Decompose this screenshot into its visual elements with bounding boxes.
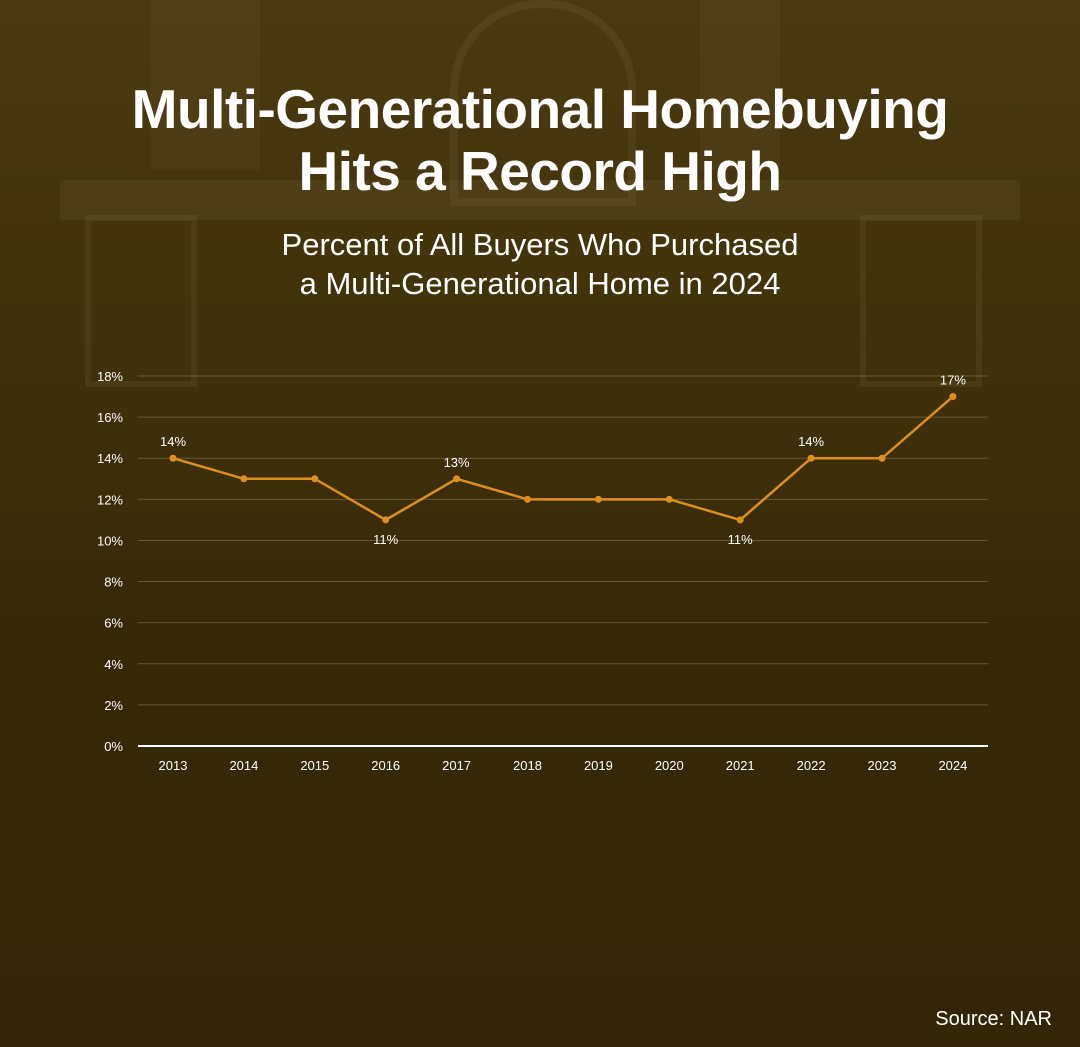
chart-subtitle: Percent of All Buyers Who Purchased a Mu… xyxy=(40,225,1040,303)
data-label: 13% xyxy=(444,455,470,470)
data-point xyxy=(524,495,531,503)
page-title: Multi-Generational Homebuying Hits a Rec… xyxy=(40,78,1040,202)
series-line xyxy=(172,395,954,522)
x-tick-label: 2017 xyxy=(442,758,471,773)
y-tick-label: 18% xyxy=(97,369,123,384)
data-point xyxy=(878,454,886,462)
x-tick-label: 2023 xyxy=(868,758,897,773)
y-tick-label: 0% xyxy=(104,739,123,754)
y-tick-label: 2% xyxy=(104,698,123,713)
y-tick-label: 4% xyxy=(104,657,123,672)
source-note: Source: NAR xyxy=(935,1008,1052,1030)
x-tick-label: 2021 xyxy=(726,758,755,773)
data-point xyxy=(453,475,461,483)
title-line-2: Hits a Record High xyxy=(298,140,782,202)
data-point xyxy=(807,454,815,462)
x-tick-label: 2020 xyxy=(655,758,684,773)
y-tick-label: 6% xyxy=(104,616,123,631)
x-tick-label: 2024 xyxy=(938,758,967,773)
data-point xyxy=(665,495,673,503)
data-point xyxy=(382,516,390,524)
x-tick-label: 2019 xyxy=(584,758,613,773)
data-label: 11% xyxy=(373,532,398,547)
x-tick-label: 2015 xyxy=(300,758,329,773)
x-tick-label: 2014 xyxy=(229,758,258,773)
data-label: 11% xyxy=(728,532,753,547)
y-tick-label: 8% xyxy=(104,575,123,590)
data-point xyxy=(311,475,319,483)
data-label: 14% xyxy=(160,434,186,449)
x-tick-label: 2016 xyxy=(371,758,400,773)
data-point xyxy=(736,516,744,524)
data-point xyxy=(594,495,602,503)
x-tick-label: 2022 xyxy=(797,758,826,773)
y-tick-label: 10% xyxy=(97,533,123,548)
y-tick-label: 16% xyxy=(97,410,123,425)
data-point xyxy=(169,454,177,462)
subtitle-line-1: Percent of All Buyers Who Purchased xyxy=(281,227,799,262)
subtitle-line-2: a Multi-Generational Home in 2024 xyxy=(299,266,781,301)
y-tick-label: 12% xyxy=(97,492,123,507)
y-tick-label: 14% xyxy=(97,451,123,466)
data-label: 14% xyxy=(798,434,824,449)
data-label: 17% xyxy=(940,373,966,388)
data-point xyxy=(240,475,248,483)
data-point xyxy=(949,393,957,401)
x-tick-label: 2018 xyxy=(513,758,542,773)
x-tick-label: 2013 xyxy=(159,758,188,773)
title-line-1: Multi-Generational Homebuying xyxy=(131,78,949,140)
